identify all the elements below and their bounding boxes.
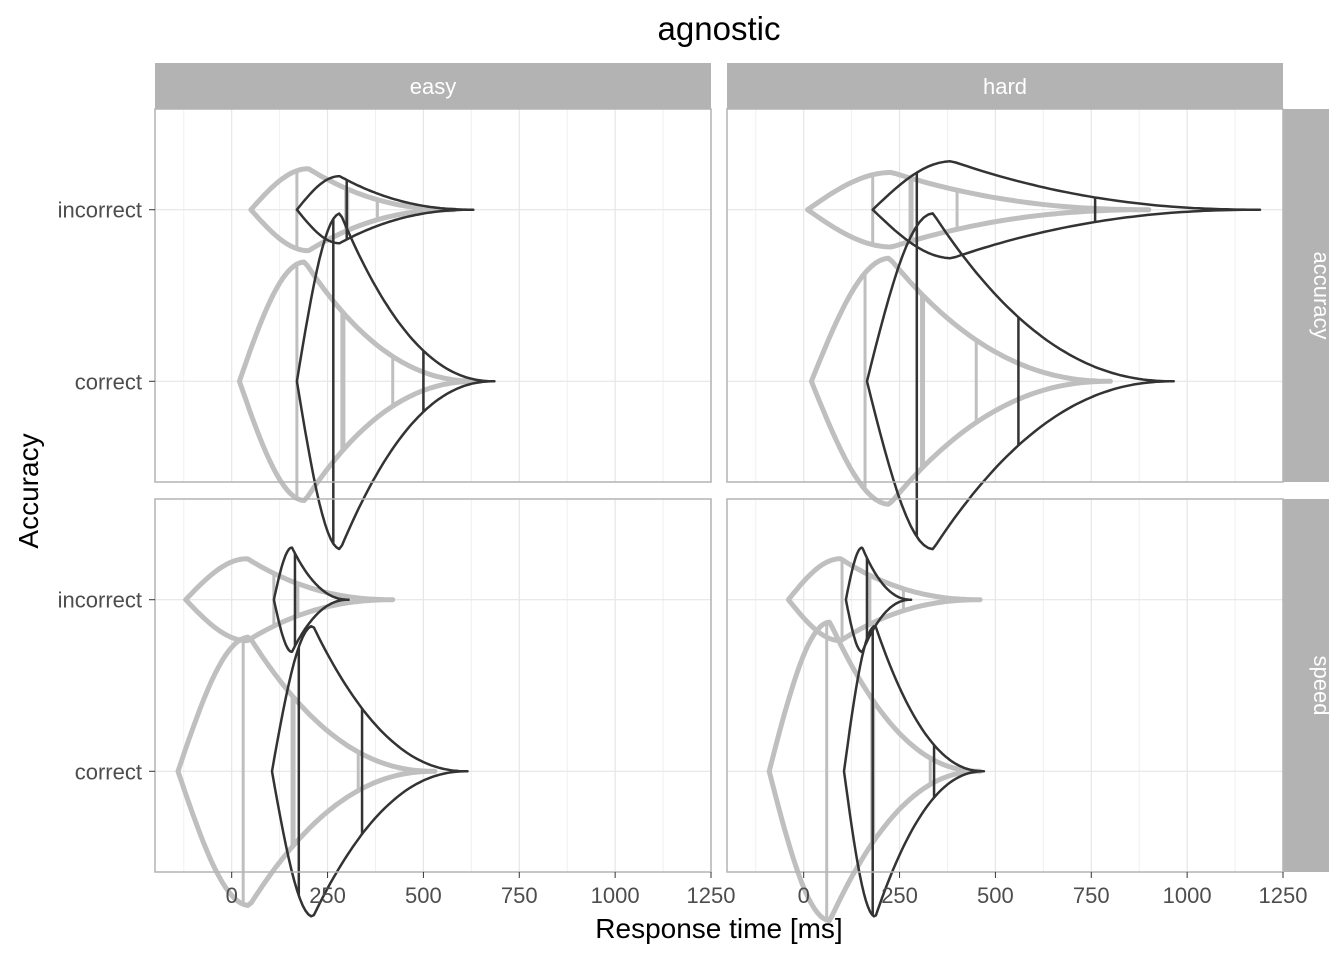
violin-observed-incorrect: [871, 160, 1262, 260]
y-tick-label: correct: [75, 369, 142, 394]
x-tick-label: 750: [1073, 883, 1110, 908]
x-tick-label: 1000: [1163, 883, 1212, 908]
facet-strip-label-hard: hard: [983, 74, 1027, 99]
violins-speed-easy: [175, 546, 469, 918]
facet-strip-label-speed: speed: [1309, 656, 1334, 716]
panel-border: [154, 498, 712, 873]
violin-predicted-correct: [175, 634, 438, 908]
violin-observed-incorrect: [295, 174, 475, 245]
violin-predicted-correct: [808, 255, 1113, 507]
x-tick-label: 1000: [591, 883, 640, 908]
y-tick-label: incorrect: [58, 198, 142, 223]
x-tick-label: 500: [405, 883, 442, 908]
x-tick-label: 250: [309, 883, 346, 908]
facet-strip-accuracy: [1283, 109, 1329, 482]
panel-accuracy-hard: [727, 109, 1284, 482]
panel-border: [726, 108, 1284, 483]
facet-strip-label-accuracy: accuracy: [1309, 251, 1334, 339]
facet-strip-speed: [1283, 499, 1329, 872]
y-tick-label: incorrect: [58, 588, 142, 613]
y-axis-label: Accuracy: [13, 433, 44, 548]
violin-predicted-correct: [236, 259, 480, 504]
violin-observed-correct: [295, 212, 496, 551]
x-tick-label: 750: [501, 883, 538, 908]
x-tick-label: 1250: [1259, 883, 1308, 908]
violin-observed-correct: [842, 624, 986, 918]
panel-background: [727, 499, 1283, 872]
y-tick-label: correct: [75, 759, 142, 784]
violin-predicted-incorrect: [183, 556, 396, 644]
violins-speed-hard: [766, 546, 986, 923]
x-tick-label: 500: [977, 883, 1014, 908]
panel-background: [727, 109, 1283, 482]
violins-accuracy-hard: [805, 160, 1262, 551]
panel-border: [154, 108, 712, 483]
violin-observed-incorrect: [272, 546, 350, 654]
facet-strip-hard: [727, 63, 1283, 109]
panel-speed-hard: [727, 499, 1284, 872]
facet-strip-easy: [155, 63, 711, 109]
x-tick-label: 1250: [687, 883, 736, 908]
x-tick-label: 250: [881, 883, 918, 908]
facet-strip-label-easy: easy: [410, 74, 456, 99]
panel-background: [155, 499, 711, 872]
x-tick-label: 0: [798, 883, 810, 908]
violin-predicted-incorrect: [805, 169, 1152, 250]
violins-accuracy-easy: [236, 166, 496, 551]
panel-speed-easy: [155, 499, 712, 872]
plot-layer: easy hard accuracy speed incorrect correct inc…: [58, 63, 1334, 923]
panel-border: [726, 498, 1284, 873]
chart-title: agnostic: [658, 10, 781, 47]
x-axis-label: Response time [ms]: [595, 913, 842, 944]
panel-background: [155, 109, 711, 482]
panel-accuracy-easy: [155, 109, 712, 482]
x-tick-label: 0: [226, 883, 238, 908]
